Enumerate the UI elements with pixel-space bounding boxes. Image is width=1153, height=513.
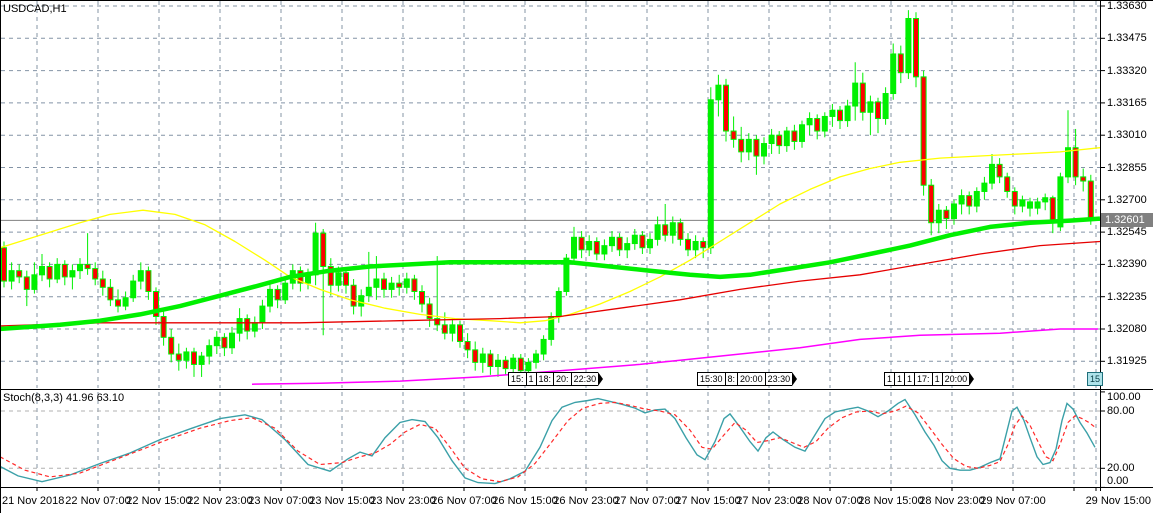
date-tick-label: 27 Nov 23:00 <box>736 495 802 507</box>
price-tick-label: 1.33010 <box>1107 129 1147 142</box>
moving-averages-layer <box>1 147 1100 385</box>
date-tick-label: 28 Nov 07:00 <box>797 495 863 507</box>
news-event-flag[interactable]: 1 <box>931 372 942 386</box>
news-event-flag[interactable]: 17: <box>914 372 932 386</box>
price-tick-label: 1.32545 <box>1107 226 1147 239</box>
news-event-flag[interactable]: 15: <box>508 372 526 386</box>
stoch-level-label: 80.00 <box>1107 405 1135 417</box>
news-event-flag[interactable]: 1 <box>894 372 905 386</box>
date-tick-label: 23 Nov 15:00 <box>309 495 375 507</box>
price-tick-label: 1.32235 <box>1107 290 1147 303</box>
stoch-level-label: 20.00 <box>1107 462 1135 475</box>
date-tick-label: 28 Nov 15:00 <box>858 495 924 507</box>
date-tick-label: 21 Nov 2018 <box>2 495 65 507</box>
ma-green-thick <box>1 216 1100 332</box>
price-tick-label: 1.32390 <box>1107 258 1147 271</box>
price-tick-label: 1.33165 <box>1107 96 1147 109</box>
ma-magenta <box>251 328 1098 385</box>
news-event-flag[interactable]: 1 <box>904 372 915 386</box>
flag-point-icon <box>969 372 975 386</box>
news-event-flag-group[interactable]: 15:30 8: 20:00 23:30 <box>697 372 798 386</box>
flag-point-icon <box>792 372 798 386</box>
date-tick-label: 27 Nov 15:00 <box>675 495 741 507</box>
date-tick-label: 23 Nov 07:00 <box>248 495 314 507</box>
news-event-flag-group[interactable]: 15 <box>1087 372 1104 386</box>
current-price-badge: 1.32601 <box>1101 213 1153 228</box>
news-event-flag-group[interactable]: 1 1 1 17: 1 20:00 <box>884 372 975 386</box>
price-tick-label: 1.33630 <box>1107 0 1147 12</box>
price-tick-label: 1.32080 <box>1107 323 1147 335</box>
news-event-flag[interactable]: 8: <box>724 372 738 386</box>
candles-layer <box>1 10 1094 377</box>
date-tick-label: 29 Nov 07:00 <box>980 495 1046 507</box>
price-tick-label: 1.31925 <box>1107 355 1147 368</box>
flag-point-icon <box>598 372 604 386</box>
news-event-flag[interactable]: 23:30 <box>764 372 793 386</box>
news-event-flag[interactable]: 22:30 <box>570 372 599 386</box>
grid-layer <box>1 1 1100 486</box>
news-event-flag[interactable]: 20: <box>553 372 571 386</box>
news-event-flag[interactable]: 1 <box>884 372 895 386</box>
stochastic-layer <box>1 397 1096 485</box>
stoch-values: 41.96 63.10 <box>65 392 125 404</box>
price-tick-label: 1.32855 <box>1107 161 1147 174</box>
ma-red <box>1 240 1100 327</box>
stoch-d-line <box>1 401 1096 483</box>
price-tick-label: 1.33475 <box>1107 32 1147 45</box>
news-event-flag[interactable]: 15 <box>1087 372 1104 386</box>
date-tick-label: 26 Nov 23:00 <box>553 495 619 507</box>
date-tick-label: 22 Nov 15:00 <box>126 495 192 507</box>
date-tick-label: 22 Nov 07:00 <box>65 495 131 507</box>
stoch-level-label: 0.00 <box>1107 475 1129 487</box>
stoch-level-label: 100.00 <box>1107 391 1141 403</box>
price-tick-label: 1.33320 <box>1107 64 1147 77</box>
news-event-flag[interactable]: 1 <box>525 372 536 386</box>
news-event-flag[interactable]: 15:30 <box>697 372 725 386</box>
stoch-k-line <box>1 397 1096 485</box>
date-tick-label: 27 Nov 07:00 <box>614 495 680 507</box>
date-tick-label: 29 Nov 15:00 <box>1085 495 1151 507</box>
stoch-indicator-label: Stoch(8,3,3) 41.96 63.10 <box>3 392 124 404</box>
news-event-flag-group[interactable]: 15: 1 18: 20: 22:30 <box>508 372 604 386</box>
date-tick-label: 23 Nov 23:00 <box>370 495 436 507</box>
symbol-timeframe-label: USDCAD,H1 <box>3 3 67 15</box>
date-tick-label: 22 Nov 23:00 <box>187 495 253 507</box>
news-event-flag[interactable]: 18: <box>535 372 554 386</box>
stoch-name: Stoch(8,3,3) <box>3 392 63 404</box>
news-event-flag[interactable]: 20:00 <box>737 372 765 386</box>
date-tick-label: 26 Nov 07:00 <box>431 495 497 507</box>
news-event-flag[interactable]: 20:00 <box>941 372 970 386</box>
date-tick-label: 28 Nov 23:00 <box>919 495 985 507</box>
date-tick-label: 26 Nov 15:00 <box>492 495 558 507</box>
price-tick-label: 1.32700 <box>1107 193 1147 206</box>
ma-yellow <box>1 147 1100 324</box>
